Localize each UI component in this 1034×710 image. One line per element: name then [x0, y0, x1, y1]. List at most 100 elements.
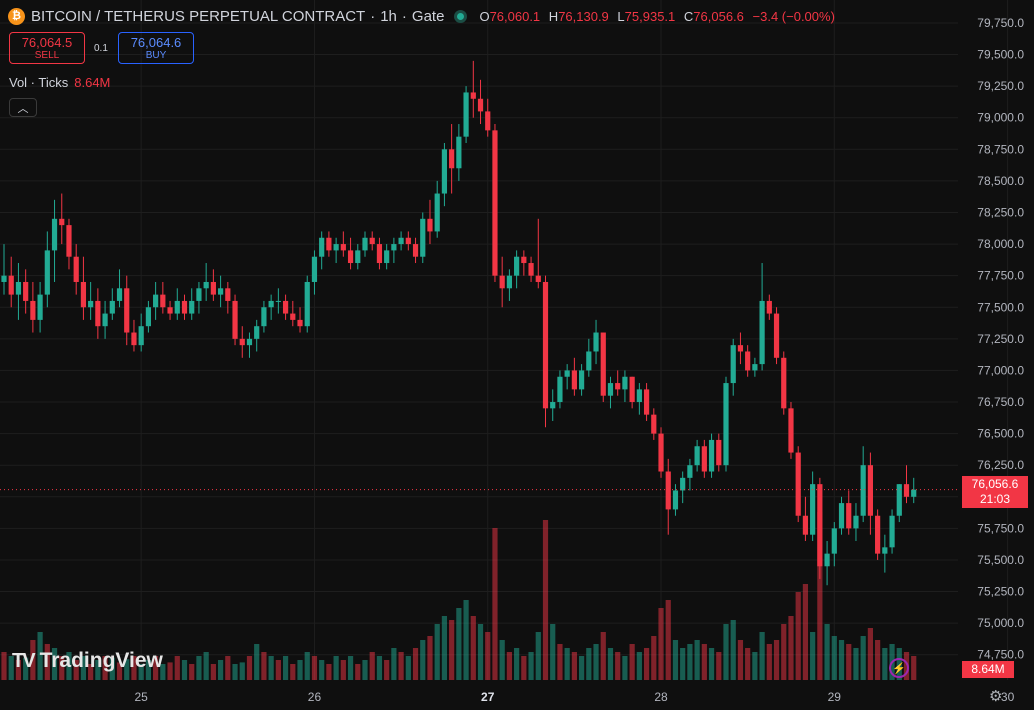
candle: [138, 313, 144, 352]
time-tick-label: 29: [828, 690, 842, 704]
time-tick-label: 26: [308, 690, 322, 704]
candle-body: [30, 300, 36, 320]
candle-body: [564, 370, 570, 377]
candle-body: [875, 515, 881, 554]
candle-body: [290, 313, 296, 320]
chevron-up-icon[interactable]: ︿: [9, 98, 37, 117]
volume-bar: [680, 648, 686, 680]
price-tick-label: 79,250.0: [977, 79, 1024, 93]
candle-body: [882, 547, 888, 554]
volume-bar: [514, 648, 520, 680]
volume-bars: [1, 512, 917, 680]
candle-body: [420, 218, 426, 257]
price-tick-label: 78,500.0: [977, 174, 1024, 188]
volume-bar: [600, 632, 606, 680]
candle-body: [752, 364, 758, 371]
candle: [362, 231, 368, 257]
candle: [723, 376, 729, 472]
candle-body: [160, 294, 166, 308]
lightning-icon[interactable]: ⚡: [889, 658, 909, 678]
volume-bar: [759, 632, 765, 680]
candle: [896, 484, 902, 523]
volume-bar: [788, 616, 794, 680]
candle-body: [492, 130, 498, 276]
volume-bar: [477, 624, 484, 680]
volume-bar: [95, 660, 101, 680]
candle-body: [246, 338, 253, 346]
separator: ·: [401, 7, 407, 25]
candle: [434, 180, 440, 238]
volume-bar: [225, 656, 231, 680]
sell-button[interactable]: 76,064.5 SELL: [9, 32, 85, 64]
candle-body: [311, 256, 318, 282]
candle: [759, 263, 765, 371]
candle-body: [535, 275, 541, 282]
volume-bar: [44, 644, 50, 680]
candle-body: [73, 256, 79, 282]
price-tick-label: 77,750.0: [977, 269, 1024, 283]
logo-text: TradingView: [39, 649, 163, 672]
symbol-title[interactable]: BITCOIN / TETHERUS PERPETUAL CONTRACT: [31, 7, 366, 25]
candle: [485, 98, 491, 137]
candle: [571, 357, 577, 396]
candle-body: [730, 345, 736, 384]
candle: [8, 256, 14, 308]
candle-body: [586, 351, 592, 371]
tradingview-logo[interactable]: TV TradingView: [12, 649, 163, 673]
candle-body: [340, 244, 346, 251]
candle: [73, 244, 79, 295]
candle: [817, 477, 823, 579]
candle: [535, 218, 541, 289]
volume-bar: [542, 520, 549, 680]
volume-legend[interactable]: Vol · Ticks 8.64M: [9, 75, 110, 90]
volume-bar: [412, 648, 419, 680]
volume-bar: [124, 659, 130, 680]
candle: [88, 281, 94, 320]
volume-bar: [730, 620, 736, 680]
candle: [109, 288, 115, 320]
volume-bar: [535, 632, 541, 680]
spread-value: 0.1: [94, 43, 108, 54]
candle-body: [131, 332, 137, 346]
buy-button[interactable]: 76,064.6 BUY: [118, 32, 194, 64]
interval[interactable]: 1h: [380, 7, 397, 25]
candle-body: [701, 446, 707, 472]
candle-body: [506, 275, 512, 289]
exchange[interactable]: Gate: [411, 7, 445, 25]
volume-bar: [145, 660, 151, 680]
candle-body: [896, 484, 902, 516]
candle-body: [210, 281, 216, 295]
price-tick-label: 77,000.0: [977, 363, 1024, 377]
volume-bar: [15, 660, 22, 680]
candle-body: [860, 465, 866, 516]
candle: [449, 124, 455, 194]
volume-bar: [275, 660, 281, 680]
market-status-icon[interactable]: [454, 9, 468, 23]
candle-body: [412, 244, 419, 257]
candle: [174, 288, 180, 320]
candle-body: [319, 237, 325, 257]
candle: [745, 345, 751, 377]
candle-body: [15, 281, 22, 295]
candle: [542, 275, 549, 428]
volume-bar: [102, 656, 108, 680]
candle-body: [44, 250, 50, 295]
candle: [210, 269, 216, 301]
tradingview-logo-icon: TV: [12, 649, 36, 672]
candle-body: [1, 275, 7, 282]
volume-bar: [701, 644, 707, 680]
candle-body: [80, 281, 87, 308]
candle-body: [665, 471, 671, 510]
candle: [319, 231, 325, 270]
candle-body: [499, 275, 505, 289]
candle-body: [456, 136, 462, 169]
candle-body: [225, 288, 231, 301]
volume-bar: [586, 648, 592, 680]
volume-bar: [651, 636, 657, 680]
candle: [275, 288, 281, 314]
volume-bar: [773, 640, 780, 680]
gear-icon[interactable]: ⚙: [989, 688, 1003, 705]
candle: [355, 244, 361, 270]
candle-body: [708, 439, 715, 472]
